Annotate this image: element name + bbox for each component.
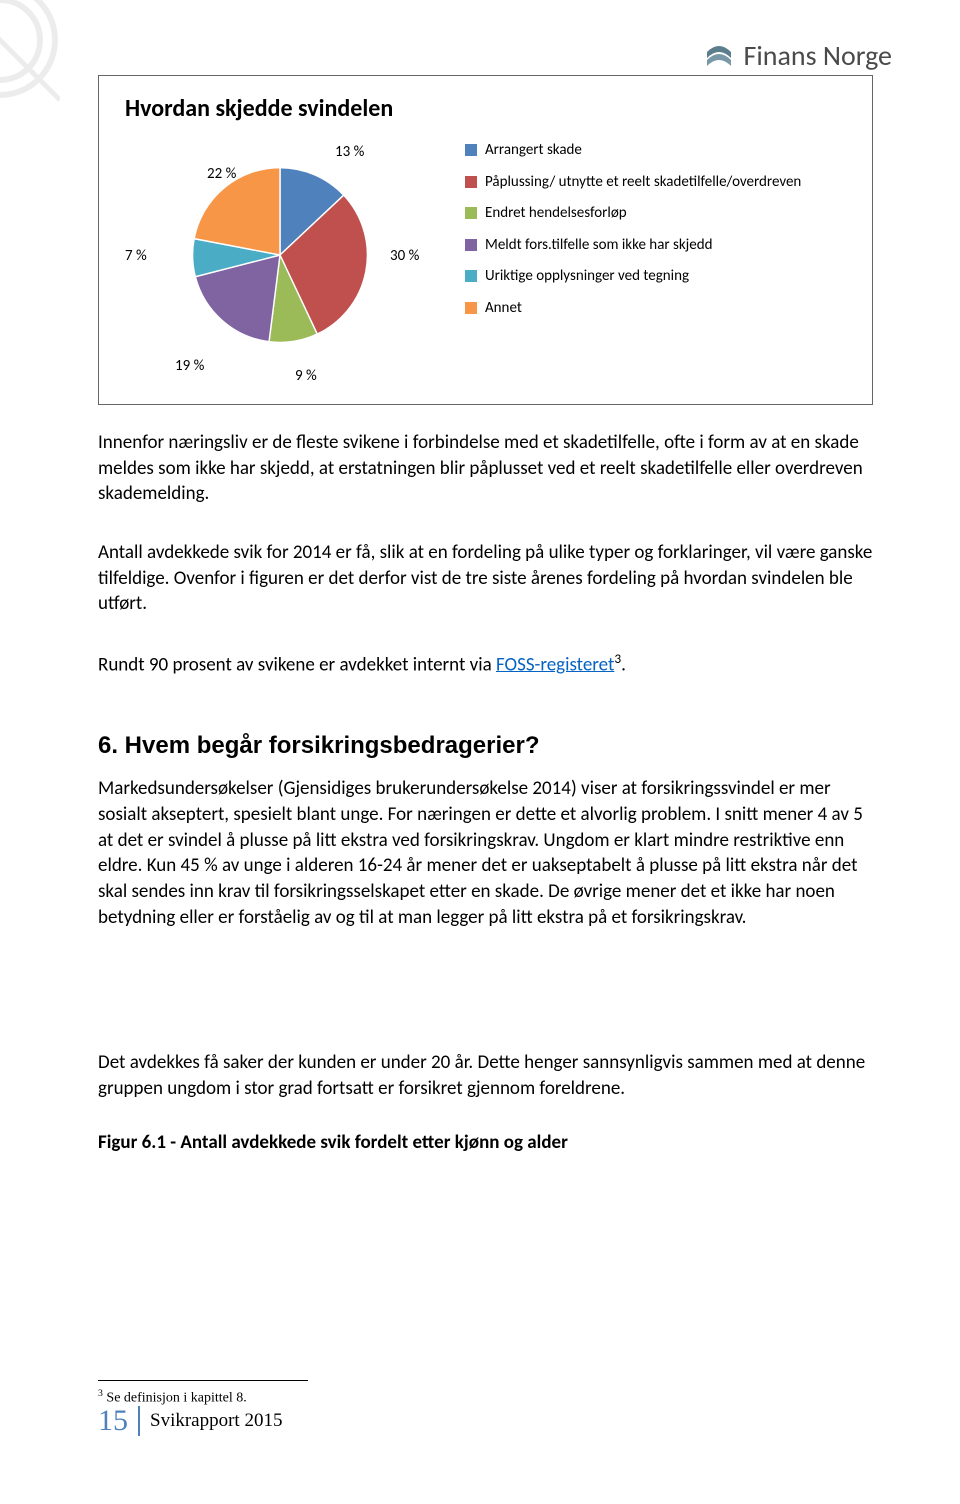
pie-chart-container: Hvordan skjedde svindelen 13 % 30 % 9 % 19 … xyxy=(98,75,873,405)
legend-label: Annet xyxy=(485,299,522,319)
page-side-decoration xyxy=(0,0,60,140)
legend-item: Endret hendelsesforløp xyxy=(465,204,846,224)
document-title: Svikrapport 2015 xyxy=(140,1410,282,1432)
legend-label: Arrangert skade xyxy=(485,141,582,161)
legend-label: Uriktige opplysninger ved tegning xyxy=(485,267,689,287)
legend-swatch xyxy=(465,207,477,219)
legend-item: Meldt fors.tilfelle som ikke har skjedd xyxy=(465,236,846,256)
chart-title: Hvordan skjedde svindelen xyxy=(125,94,846,123)
paragraph-3: Rundt 90 prosent av svikene er avdekket … xyxy=(98,650,873,678)
legend-item: Påplussing/ utnytte et reelt skadetilfel… xyxy=(465,173,846,193)
legend-label: Meldt fors.tilfelle som ikke har skjedd xyxy=(485,236,713,256)
pie-svg xyxy=(185,160,375,350)
legend-item: Arrangert skade xyxy=(465,141,846,161)
paragraph-4: Markedsundersøkelser (Gjensidiges bruker… xyxy=(98,776,873,930)
para3-pre: Rundt 90 prosent av svikene er avdekket … xyxy=(98,653,496,676)
paragraph-5: Det avdekkes få saker der kunden er unde… xyxy=(98,1050,873,1101)
chart-legend: Arrangert skade Påplussing/ utnytte et re… xyxy=(465,135,846,385)
logo-text: Finans Norge xyxy=(743,38,892,73)
legend-label: Endret hendelsesforløp xyxy=(485,204,627,224)
pie-percent-label: 22 % xyxy=(207,165,236,183)
pie-percent-label: 19 % xyxy=(175,357,204,375)
page-footer: 15 Svikrapport 2015 xyxy=(98,1406,282,1436)
legend-swatch xyxy=(465,239,477,251)
legend-label: Påplussing/ utnytte et reelt skadetilfel… xyxy=(485,173,801,193)
pie-percent-label: 30 % xyxy=(390,247,419,265)
paragraph-2: Antall avdekkede svik for 2014 er få, sl… xyxy=(98,540,873,617)
pie-chart: 13 % 30 % 9 % 19 % 7 % 22 % xyxy=(125,135,435,385)
page-number: 15 xyxy=(98,1406,140,1436)
legend-swatch xyxy=(465,270,477,282)
pie-percent-label: 13 % xyxy=(335,143,364,161)
section-6-heading: 6. Hvem begår forsikringsbedragerier? xyxy=(98,730,873,762)
foss-register-link[interactable]: FOSS-registeret xyxy=(496,653,614,676)
figure-6-1-caption: Figur 6.1 - Antall avdekkede svik fordel… xyxy=(98,1130,873,1156)
footnote-rule xyxy=(98,1380,308,1381)
pie-percent-label: 7 % xyxy=(125,247,147,265)
finans-norge-logo: Finans Norge xyxy=(703,38,892,73)
para3-post: . xyxy=(621,653,626,676)
legend-swatch xyxy=(465,302,477,314)
pie-percent-label: 9 % xyxy=(295,367,317,385)
legend-swatch xyxy=(465,144,477,156)
legend-item: Annet xyxy=(465,299,846,319)
paragraph-1: Innenfor næringsliv er de fleste svikene… xyxy=(98,430,873,507)
legend-item: Uriktige opplysninger ved tegning xyxy=(465,267,846,287)
legend-swatch xyxy=(465,176,477,188)
logo-icon xyxy=(703,40,735,72)
